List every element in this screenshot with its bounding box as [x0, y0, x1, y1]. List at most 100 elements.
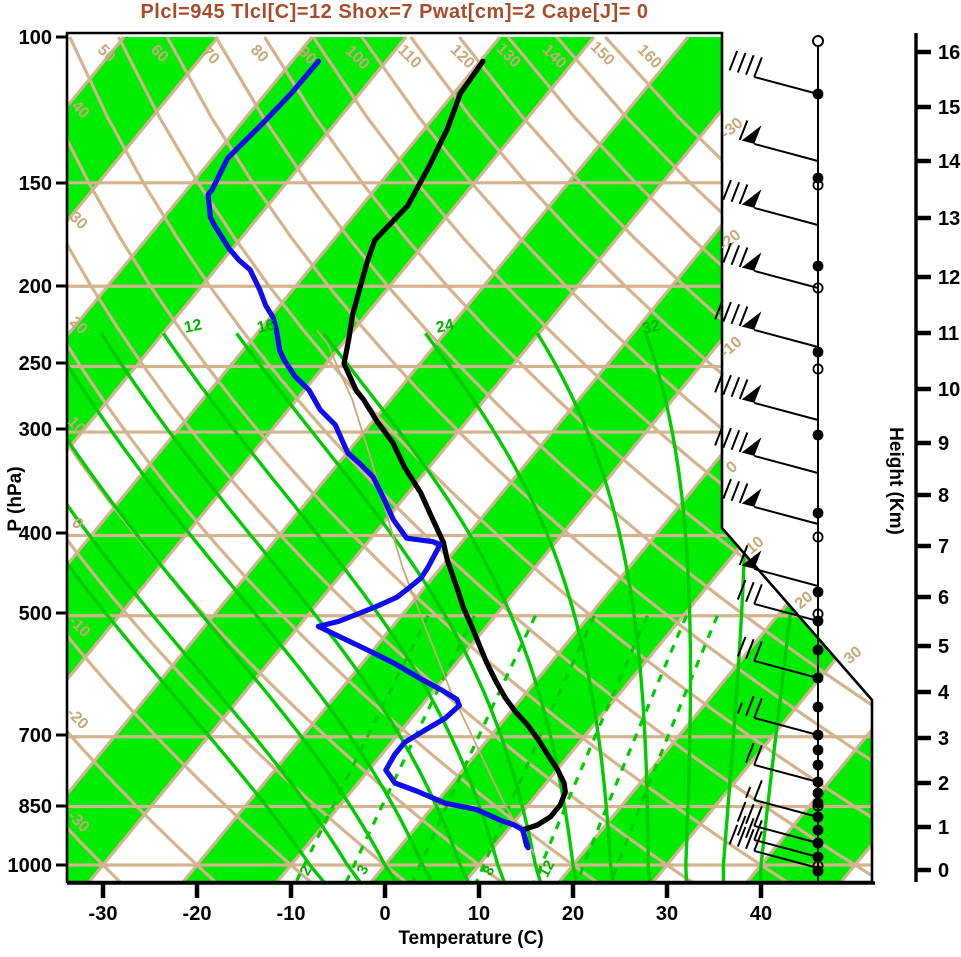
wind-level-dot: [812, 701, 824, 713]
wind-barb: [728, 50, 819, 95]
svg-text:12: 12: [183, 316, 204, 336]
svg-text:0: 0: [723, 458, 741, 477]
wind-barb-column: [714, 35, 824, 881]
svg-text:14: 14: [938, 151, 961, 173]
wind-level-dot: [812, 837, 824, 849]
wind-level-dot: [812, 729, 824, 741]
svg-text:4: 4: [938, 682, 950, 704]
dewpoint-curve: [205, 58, 531, 851]
wind-level-dot: [812, 507, 824, 519]
wind-level-dot: [812, 797, 824, 809]
parcel-path: [316, 329, 536, 856]
wind-level-open-circle: [812, 179, 824, 191]
wind-barb: [736, 579, 819, 622]
wind-level-dot: [812, 787, 824, 799]
svg-text:12: 12: [938, 267, 960, 289]
wind-barb: [722, 242, 819, 289]
wind-barb: [714, 425, 819, 474]
svg-text:150: 150: [19, 173, 52, 195]
staff-top-circle: [812, 35, 824, 47]
wind-level-dot: [812, 776, 824, 788]
pressure-axis: 100 150 200 250 300 400 500 700 850 1000: [8, 27, 67, 877]
svg-text:6: 6: [938, 587, 949, 609]
wind-level-dot: [812, 429, 824, 441]
svg-text:3: 3: [938, 728, 949, 750]
svg-text:10: 10: [938, 379, 960, 401]
svg-text:160: 160: [634, 41, 665, 72]
wind-level-dot: [812, 260, 824, 272]
svg-text:0: 0: [379, 903, 390, 925]
wind-level-dot: [812, 744, 824, 756]
svg-text:20: 20: [562, 903, 584, 925]
wind-level-dot: [812, 346, 824, 358]
svg-text:-30: -30: [89, 903, 118, 925]
wind-barb: [714, 372, 819, 421]
svg-text:300: 300: [19, 419, 52, 441]
svg-text:850: 850: [19, 796, 52, 818]
plot-area: [67, 35, 872, 882]
svg-text:40: 40: [750, 903, 772, 925]
temperature-axis: -30 -20 -10 0 10 20 30 40: [67, 881, 875, 925]
svg-text:1: 1: [938, 817, 949, 839]
wind-level-dot: [812, 586, 824, 598]
svg-text:9: 9: [938, 433, 949, 455]
wind-level-dot: [812, 824, 824, 836]
svg-text:24: 24: [435, 316, 456, 336]
wind-barb: [722, 478, 819, 525]
svg-text:500: 500: [19, 603, 52, 625]
svg-text:12: 12: [536, 858, 559, 881]
svg-text:30: 30: [656, 903, 678, 925]
svg-text:30: 30: [841, 643, 866, 668]
svg-text:250: 250: [19, 353, 52, 375]
wind-barb: [728, 824, 819, 869]
svg-text:700: 700: [19, 725, 52, 747]
wind-level-open-circle: [812, 608, 824, 620]
wind-barb: [736, 815, 819, 858]
height-axis-title: Height (Km): [885, 427, 906, 535]
svg-text:100: 100: [19, 27, 52, 49]
wind-level-dot: [812, 851, 824, 863]
wind-barb: [736, 695, 819, 736]
wind-level-dot: [812, 88, 824, 100]
wind-barb: [738, 120, 819, 162]
temperature-axis-title: Temperature (C): [398, 928, 544, 949]
svg-text:-10: -10: [277, 903, 306, 925]
svg-text:16: 16: [256, 316, 277, 336]
pressure-axis-title: P (hPa): [5, 466, 26, 532]
wind-level-open-circle: [812, 363, 824, 375]
svg-text:11: 11: [938, 323, 959, 345]
wind-barb: [736, 801, 819, 844]
wind-level-open-circle: [812, 282, 824, 294]
svg-text:-20: -20: [183, 903, 212, 925]
wind-level-open-circle: [812, 531, 824, 543]
wind-barb: [745, 742, 819, 783]
wind-level-dot: [812, 644, 824, 656]
svg-text:32: 32: [641, 317, 662, 337]
svg-text:2: 2: [938, 773, 949, 795]
svg-text:16: 16: [938, 42, 960, 64]
svg-text:150: 150: [587, 38, 618, 69]
svg-text:13: 13: [938, 208, 960, 230]
dry-adiabats: [67, 35, 872, 882]
wind-level-open-circle: [812, 800, 824, 812]
svg-text:5: 5: [938, 636, 949, 658]
wind-level-dot: [812, 672, 824, 684]
wind-barb: [745, 780, 819, 818]
svg-text:0: 0: [938, 860, 949, 882]
moist-adiabats: [67, 332, 818, 882]
svg-text:200: 200: [19, 276, 52, 298]
wind-barb: [736, 636, 819, 679]
svg-text:400: 400: [19, 523, 52, 545]
svg-text:1000: 1000: [8, 855, 53, 877]
wind-barb: [722, 179, 819, 226]
sounding-indices-title: Plcl=945 Tlcl[C]=12 Shox=7 Pwat[cm]=2 Ca…: [140, 1, 649, 23]
svg-text:8: 8: [938, 485, 949, 507]
temperature-curve: [341, 58, 568, 849]
svg-text:10: 10: [468, 903, 490, 925]
wind-barb: [714, 299, 819, 348]
svg-text:15: 15: [938, 97, 960, 119]
wind-level-open-circle: [812, 860, 824, 872]
